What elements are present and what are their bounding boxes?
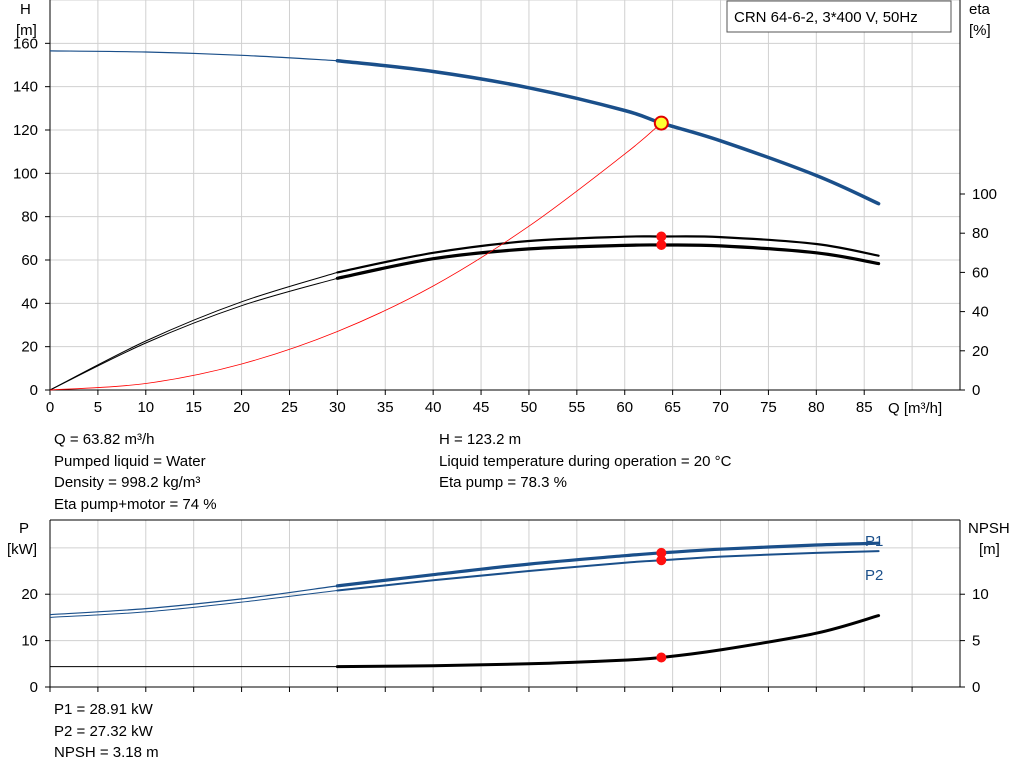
x-tick-label: 75 <box>760 399 777 416</box>
p2-curve-thick <box>336 550 880 592</box>
y-tick-label-left-top: 0 <box>30 382 38 399</box>
y-tick-label-left-top: 40 <box>21 295 38 312</box>
x-axis-label: Q [m³/h] <box>888 400 942 417</box>
y-tick-label-right-top: 60 <box>972 264 989 281</box>
y-tick-label-left-top: 80 <box>21 209 38 226</box>
eta-pump-point <box>656 231 667 242</box>
bottom-curves <box>49 541 881 669</box>
x-tick-label: 55 <box>568 399 585 416</box>
y-tick-label-left-top: 120 <box>13 122 38 139</box>
y-right-label-bottom-2: [m] <box>979 541 1000 558</box>
y-tick-label-right-bottom: 0 <box>972 679 980 696</box>
series-label-p1: P1 <box>865 533 883 550</box>
info-eta-pump: Eta pump = 78.3 % <box>439 474 567 491</box>
x-tick-label: 85 <box>856 399 873 416</box>
p1-curve-thick <box>335 541 881 588</box>
bottom-axes <box>45 519 965 692</box>
x-tick-label: 30 <box>329 399 346 416</box>
x-tick-label: 45 <box>473 399 490 416</box>
head-curve-thick <box>335 58 881 206</box>
x-tick-label: 5 <box>94 399 102 416</box>
y-tick-label-left-top: 140 <box>13 79 38 96</box>
series-label-p2: P2 <box>865 567 883 584</box>
info-liquid-temp: Liquid temperature during operation = 20… <box>439 452 732 470</box>
eta-total-curve-thick <box>335 243 881 280</box>
eta-total-curve-thin <box>49 277 338 391</box>
info-head: H = 123.2 m <box>439 431 522 448</box>
y-right-label-top-1: eta <box>969 1 991 18</box>
x-tick-label: 50 <box>521 399 538 416</box>
info-top-right: H = 123.2 m Liquid temperature during op… <box>439 429 731 494</box>
eta-pump-curve-thin <box>49 271 338 391</box>
y-left-label-top-2: [m] <box>16 22 37 39</box>
p2-curve-thin <box>49 590 338 618</box>
p1-curve-thin <box>49 585 338 616</box>
info-flow: Q = 63.82 m³/h <box>54 431 155 448</box>
top-curves <box>49 50 881 391</box>
y-right-label-bottom-1: NPSH <box>968 520 1010 537</box>
x-tick-label: 40 <box>425 399 442 416</box>
x-tick-label: 10 <box>137 399 154 416</box>
y-tick-label-left-top: 160 <box>13 35 38 52</box>
info-density: Density = 998.2 kg/m³ <box>54 474 201 491</box>
y-tick-label-left-top: 60 <box>21 252 38 269</box>
y-tick-label-right-top: 20 <box>972 343 989 360</box>
duty-point <box>653 115 669 131</box>
eta-total-point <box>656 239 667 250</box>
p2-point <box>656 555 667 566</box>
y-tick-label-left-bottom: 10 <box>21 633 38 650</box>
x-tick-label: 65 <box>664 399 681 416</box>
x-tick-label: 0 <box>46 399 54 416</box>
axis-labels: 0 5 10 15 20 25 30 35 40 45 50 55 60 65 70 75 80 85020406… <box>13 35 997 696</box>
y-left-label-bottom-2: [kW] <box>7 541 37 558</box>
y-tick-label-right-bottom: 10 <box>972 586 989 603</box>
info-pumped-liquid: Pumped liquid = Water <box>54 452 206 470</box>
title-box <box>726 0 952 33</box>
chart-title: CRN 64-6-2, 3*400 V, 50Hz <box>734 9 918 26</box>
y-tick-label-right-top: 100 <box>972 186 997 203</box>
y-tick-label-right-top: 80 <box>972 225 989 242</box>
x-tick-label: 80 <box>808 399 825 416</box>
info-p2: P2 = 27.32 kW <box>54 722 153 740</box>
x-tick-label: 70 <box>712 399 729 416</box>
eta-pump-curve-thick <box>336 235 880 274</box>
x-tick-label: 25 <box>281 399 298 416</box>
y-left-label-top-1: H <box>20 1 31 18</box>
x-tick-label: 60 <box>616 399 633 416</box>
y-right-label-top-2: [%] <box>969 22 991 39</box>
y-tick-label-right-bottom: 5 <box>972 633 980 650</box>
y-tick-label-left-bottom: 0 <box>30 679 38 696</box>
top-axes <box>45 0 965 395</box>
y-tick-label-left-top: 100 <box>13 165 38 182</box>
y-tick-label-right-top: 0 <box>972 382 980 399</box>
x-tick-label: 35 <box>377 399 394 416</box>
top-grid <box>50 0 960 390</box>
npsh-curve-thick <box>335 614 881 669</box>
info-p1: P1 = 28.91 kW <box>54 701 153 718</box>
y-left-label-bottom-1: P <box>19 520 29 537</box>
y-tick-label-left-bottom: 20 <box>21 586 38 603</box>
y-tick-label-left-top: 20 <box>21 339 38 356</box>
x-tick-label: 20 <box>233 399 250 416</box>
info-top-left: Q = 63.82 m³/h Pumped liquid = Water Den… <box>54 429 217 515</box>
info-bottom: P1 = 28.91 kW P2 = 27.32 kW NPSH = 3.18 … <box>54 699 159 764</box>
x-tick-label: 15 <box>185 399 202 416</box>
head-curve-thin <box>49 50 338 62</box>
npsh-point <box>656 652 667 663</box>
y-tick-label-right-top: 40 <box>972 304 989 321</box>
info-eta-pump-motor: Eta pump+motor = 74 % <box>54 495 217 513</box>
info-npsh: NPSH = 3.18 m <box>54 744 159 761</box>
system-curve <box>49 122 662 391</box>
p1-point <box>656 547 667 558</box>
